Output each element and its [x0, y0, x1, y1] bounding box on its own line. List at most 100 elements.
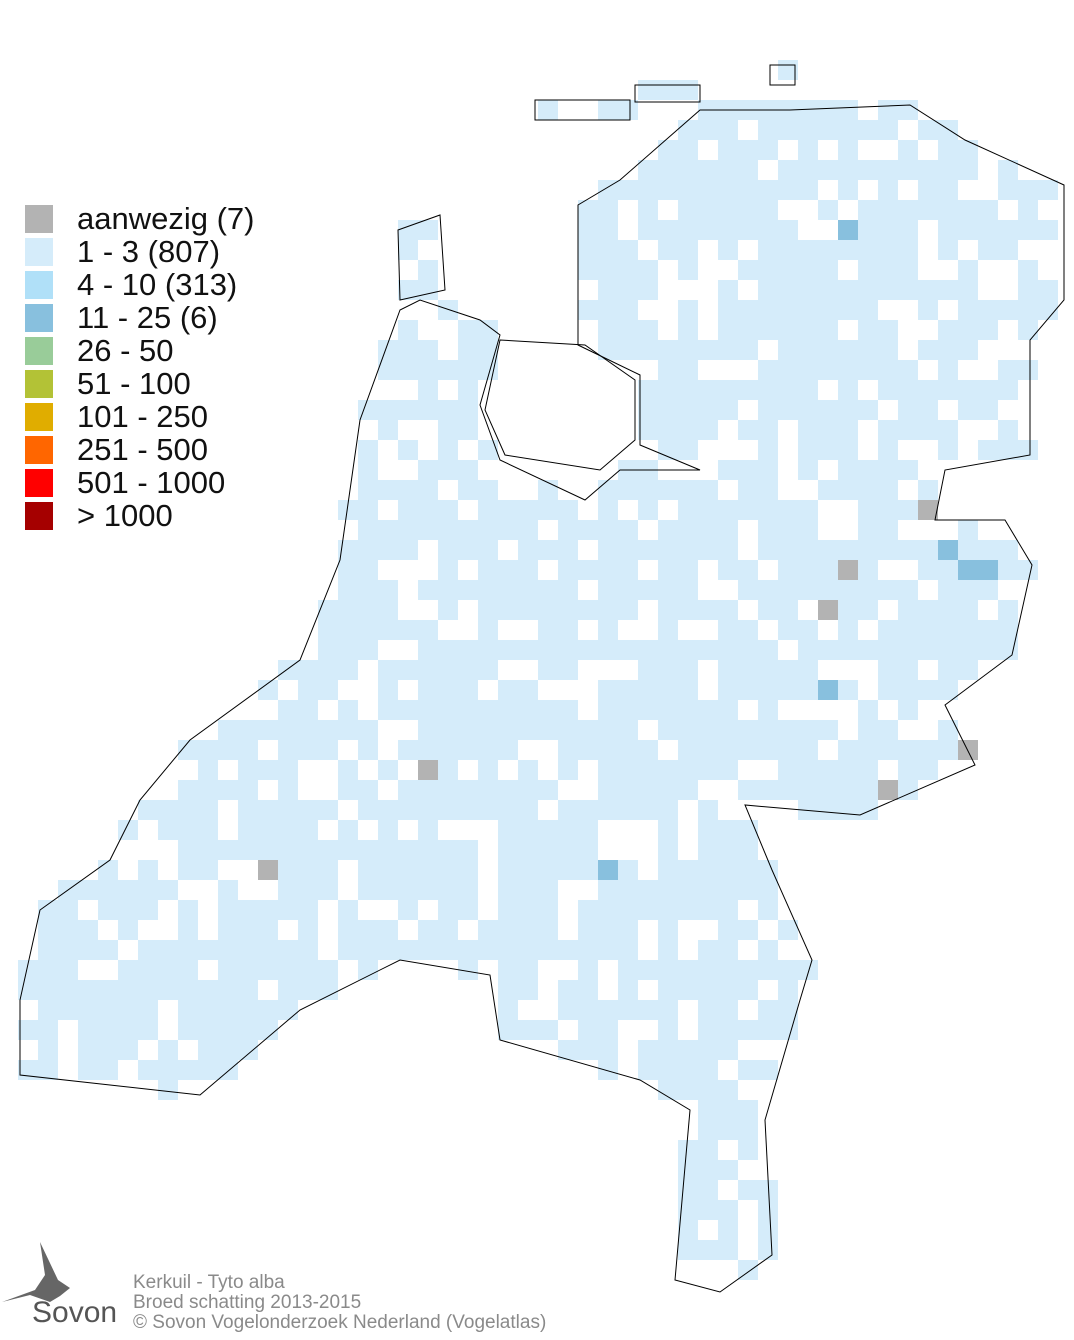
grid-cell — [478, 780, 498, 800]
grid-cell — [818, 280, 838, 300]
grid-cell — [938, 180, 958, 200]
grid-cell — [378, 680, 398, 700]
grid-cell — [458, 540, 478, 560]
grid-cell — [698, 220, 718, 240]
grid-cell — [518, 900, 538, 920]
grid-cell — [758, 1180, 778, 1200]
grid-cell — [18, 1020, 38, 1040]
grid-cell — [38, 960, 58, 980]
grid-cell — [858, 400, 878, 420]
grid-cell — [838, 300, 858, 320]
grid-cell — [218, 920, 238, 940]
grid-cell — [278, 780, 298, 800]
grid-cell — [798, 240, 818, 260]
grid-cell — [78, 940, 98, 960]
grid-cell — [198, 840, 218, 860]
grid-cell — [358, 640, 378, 660]
legend-label: > 1000 — [77, 497, 173, 533]
grid-cell — [338, 640, 358, 660]
grid-cell — [878, 620, 898, 640]
grid-cell — [418, 500, 438, 520]
grid-cell — [958, 580, 978, 600]
grid-cell — [698, 540, 718, 560]
grid-cell — [698, 1080, 718, 1100]
grid-cell — [678, 960, 698, 980]
grid-cell — [338, 920, 358, 940]
grid-cell — [58, 980, 78, 1000]
grid-cell — [358, 740, 378, 760]
map-credits: Kerkuil - Tyto alba Broed schatting 2013… — [133, 1273, 546, 1333]
grid-cell — [798, 620, 818, 640]
grid-cell — [838, 640, 858, 660]
grid-cell — [378, 580, 398, 600]
legend-item: 1 - 3 (807) — [25, 234, 254, 269]
grid-cell — [718, 600, 738, 620]
grid-cell — [658, 1020, 678, 1040]
grid-cell — [658, 780, 678, 800]
grid-cell — [538, 540, 558, 560]
grid-cell — [258, 820, 278, 840]
grid-cell — [198, 760, 218, 780]
grid-cell — [618, 880, 638, 900]
grid-cell — [158, 960, 178, 980]
grid-cell — [998, 380, 1018, 400]
grid-cell — [518, 560, 538, 580]
grid-cell — [578, 840, 598, 860]
grid-cell — [238, 1020, 258, 1040]
grid-cell — [598, 1060, 618, 1080]
grid-cell — [718, 620, 738, 640]
grid-cell — [438, 940, 458, 960]
grid-cell — [858, 500, 878, 520]
grid-cell — [358, 800, 378, 820]
legend: aanwezig (7) 1 - 3 (807) 4 - 10 (313) 11 - … — [25, 201, 254, 533]
grid-cell — [618, 900, 638, 920]
grid-cell — [638, 960, 658, 980]
grid-cell — [418, 800, 438, 820]
grid-cell — [798, 420, 818, 440]
grid-cell — [618, 480, 638, 500]
grid-cell — [438, 920, 458, 940]
grid-cell — [278, 740, 298, 760]
grid-cell — [778, 160, 798, 180]
grid-cell — [578, 940, 598, 960]
grid-cell — [758, 1020, 778, 1040]
legend-item: 251 - 500 — [25, 432, 254, 467]
grid-cell — [398, 520, 418, 540]
grid-cell — [778, 760, 798, 780]
grid-cell — [598, 940, 618, 960]
grid-cell — [598, 920, 618, 940]
grid-cell — [758, 600, 778, 620]
grid-cell — [578, 740, 598, 760]
grid-cell — [678, 480, 698, 500]
grid-cell — [938, 580, 958, 600]
grid-cell — [878, 540, 898, 560]
grid-cell — [798, 140, 818, 160]
grid-cell — [298, 700, 318, 720]
grid-cell — [718, 1040, 738, 1060]
grid-cell — [658, 140, 678, 160]
grid-cell — [978, 400, 998, 420]
grid-cell — [718, 1120, 738, 1140]
grid-cell — [798, 640, 818, 660]
grid-cell — [638, 180, 658, 200]
grid-cell — [718, 760, 738, 780]
grid-cell — [378, 360, 398, 380]
grid-cell — [738, 1260, 758, 1280]
grid-cell — [358, 520, 378, 540]
grid-cell — [898, 200, 918, 220]
grid-cell — [538, 700, 558, 720]
grid-cell — [658, 900, 678, 920]
grid-cell — [698, 940, 718, 960]
grid-cell — [698, 640, 718, 660]
grid-cell — [478, 540, 498, 560]
grid-cell — [698, 800, 718, 820]
grid-cell — [658, 160, 678, 180]
grid-cell — [638, 280, 658, 300]
grid-cell — [698, 1140, 718, 1160]
grid-cell — [658, 820, 678, 840]
grid-cell — [638, 540, 658, 560]
grid-cell — [338, 660, 358, 680]
grid-cell — [258, 960, 278, 980]
grid-cell — [238, 720, 258, 740]
grid-cell — [678, 220, 698, 240]
